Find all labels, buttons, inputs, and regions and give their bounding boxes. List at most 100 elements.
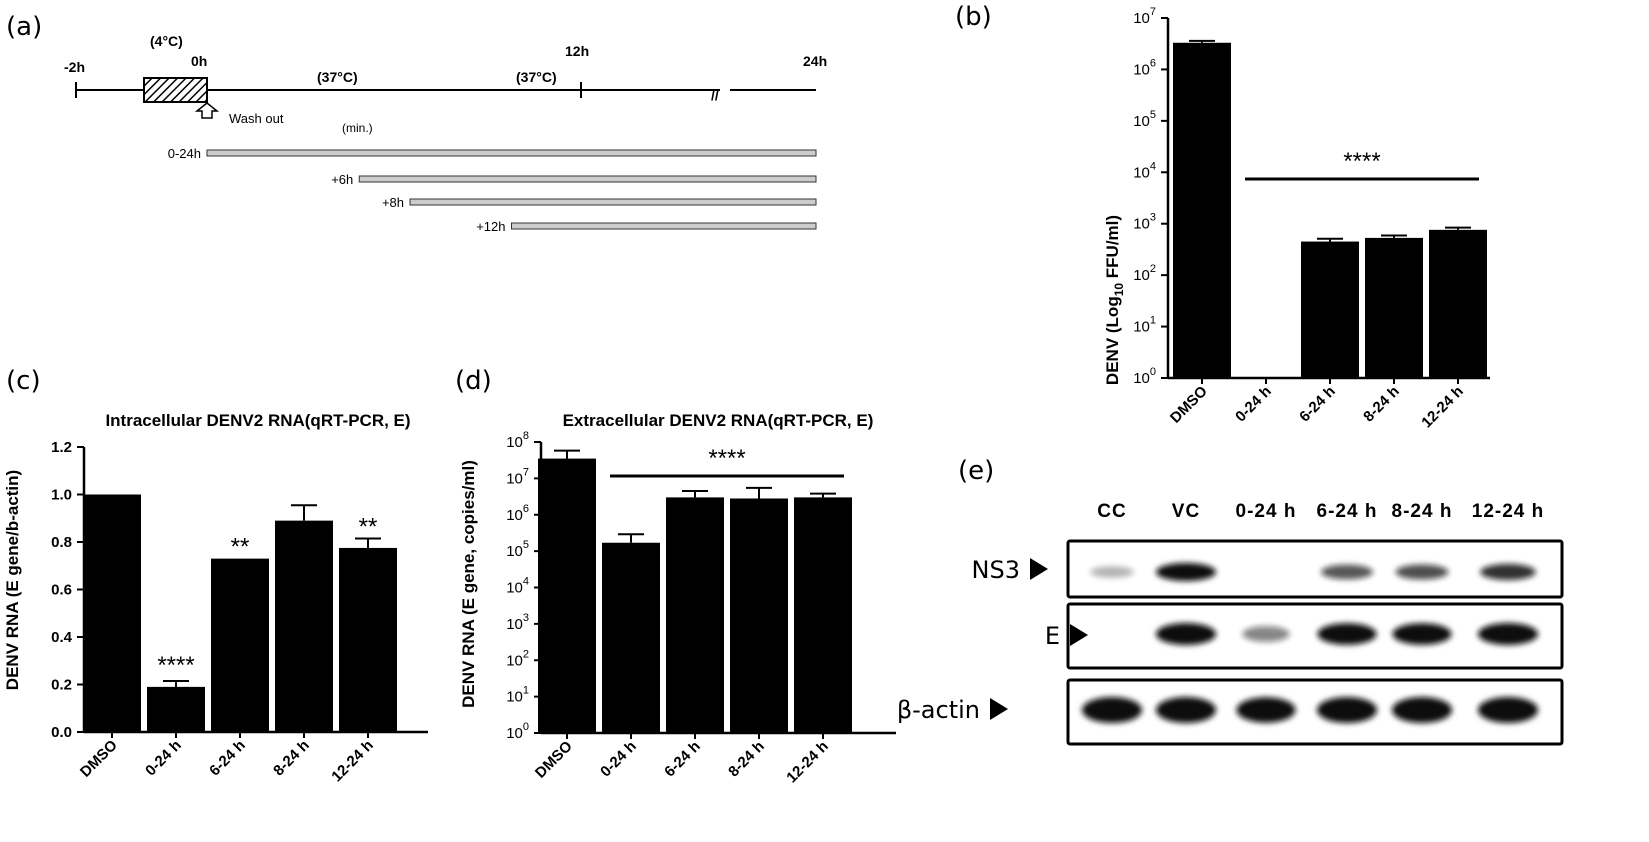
y-tick-label: 1.0: [51, 487, 72, 504]
blot-band: [1395, 564, 1449, 580]
cold-incubation-box: [143, 77, 208, 103]
bar: [1365, 237, 1423, 378]
y-tick-label: 1.2: [51, 439, 72, 456]
y-tick-label: 104: [1133, 160, 1156, 181]
bar: [83, 494, 141, 732]
blot-membrane: [1066, 678, 1564, 746]
y-tick-label: 104: [506, 576, 529, 597]
blot-band: [1478, 623, 1538, 645]
blot-membrane: [1066, 539, 1564, 599]
lane-label: CC: [1097, 501, 1126, 522]
y-tick-label: 0.0: [51, 724, 72, 741]
blot-row-label: NS3: [972, 556, 1020, 584]
blot-band: [1392, 697, 1452, 723]
panel-letter-a: (a): [6, 12, 43, 42]
blot-band: [1480, 563, 1536, 581]
treatment-label: 0-24h: [168, 146, 201, 161]
lane-label: 8-24 h: [1392, 501, 1453, 522]
chart-c-title: Intracellular DENV2 RNA(qRT-PCR, E): [105, 411, 410, 430]
treatment-bar: [409, 198, 817, 206]
bar: [538, 458, 596, 733]
y-tick-label: 0.6: [51, 582, 72, 599]
blot-band: [1478, 697, 1538, 723]
chart-d-ylabel: DENV RNA (E gene, copies/ml): [459, 460, 478, 708]
treatment-label: +8h: [382, 195, 404, 210]
blot-band: [1090, 566, 1134, 578]
treatment-bar: [511, 222, 817, 230]
blot-band: [1082, 697, 1142, 723]
chart-d-title: Extracellular DENV2 RNA(qRT-PCR, E): [563, 411, 874, 430]
bar: [730, 498, 788, 733]
blot-row-label: E: [1045, 622, 1060, 650]
significance-label: **: [231, 534, 250, 561]
y-tick-label: 102: [506, 648, 529, 669]
triangle-pointer-icon: [990, 698, 1008, 720]
blot-band: [1236, 697, 1296, 723]
significance-label: **: [359, 513, 378, 540]
y-tick-label: 105: [506, 539, 529, 560]
blot-band: [1321, 564, 1373, 580]
y-tick-label: 107: [506, 466, 529, 487]
time-label-minus2h: -2h: [64, 59, 85, 75]
bar: [1429, 229, 1487, 378]
lane-label: VC: [1172, 501, 1200, 522]
y-tick-label: 101: [1133, 315, 1156, 336]
y-tick-label: 106: [506, 503, 529, 524]
y-tick-label: 100: [1133, 366, 1156, 387]
time-label-12h: 12h: [565, 43, 589, 59]
significance-label: ****: [157, 652, 194, 679]
y-tick-label: 0.2: [51, 677, 72, 694]
time-label-0h: 0h: [191, 53, 207, 69]
y-tick-label: 106: [1133, 57, 1156, 78]
chart-b-ylabel: DENV (Log10 FFU/ml): [1103, 215, 1126, 385]
unit-label: (min.): [342, 121, 373, 135]
triangle-pointer-icon: [1030, 558, 1048, 580]
panel-letter-c: (c): [6, 366, 41, 396]
bar: [1173, 42, 1231, 378]
bar: [275, 520, 333, 732]
blot-band: [1156, 697, 1216, 723]
y-tick-label: 102: [1133, 263, 1156, 284]
y-tick-label: 105: [1133, 109, 1156, 130]
treatment-label: +12h: [476, 219, 505, 234]
wash-out-label: Wash out: [229, 111, 284, 126]
bar: [1301, 241, 1359, 378]
y-tick-label: 0.8: [51, 534, 72, 551]
blot-membrane: [1066, 602, 1564, 670]
panel-letter-e: (e): [958, 456, 995, 486]
blot-band: [1156, 563, 1216, 581]
y-tick-label: 107: [1133, 6, 1156, 27]
wash-out-arrow-icon: [194, 102, 220, 119]
lane-label: 12-24 h: [1472, 501, 1544, 522]
bar: [339, 547, 397, 732]
lane-label: 0-24 h: [1236, 501, 1297, 522]
y-tick-label: 103: [1133, 212, 1156, 233]
y-tick-label: 100: [506, 721, 529, 742]
triangle-pointer-icon: [1070, 624, 1088, 646]
bar: [666, 497, 724, 733]
bar: [602, 542, 660, 733]
blot-band: [1317, 623, 1377, 645]
blot-band: [1156, 623, 1216, 645]
significance-label: ****: [708, 445, 745, 472]
panel-letter-d: (d): [455, 366, 492, 396]
treatment-label: +6h: [331, 172, 353, 187]
temp-cold-label: (4°C): [150, 33, 183, 49]
temp-warm-label-1: (37°C): [317, 69, 358, 85]
blot-row-label: β-actin: [897, 696, 980, 724]
lane-label: 6-24 h: [1317, 501, 1378, 522]
time-label-24h: 24h: [803, 53, 827, 69]
axis-break-mark: //: [711, 87, 719, 103]
blot-band: [1242, 626, 1290, 642]
y-tick-label: 0.4: [51, 629, 73, 646]
treatment-bar: [206, 149, 817, 157]
chart-c-ylabel: DENV RNA (E gene/b-actin): [3, 470, 22, 690]
treatment-bar: [358, 175, 817, 183]
panel-letter-b: (b): [955, 2, 992, 32]
bar: [211, 558, 269, 732]
